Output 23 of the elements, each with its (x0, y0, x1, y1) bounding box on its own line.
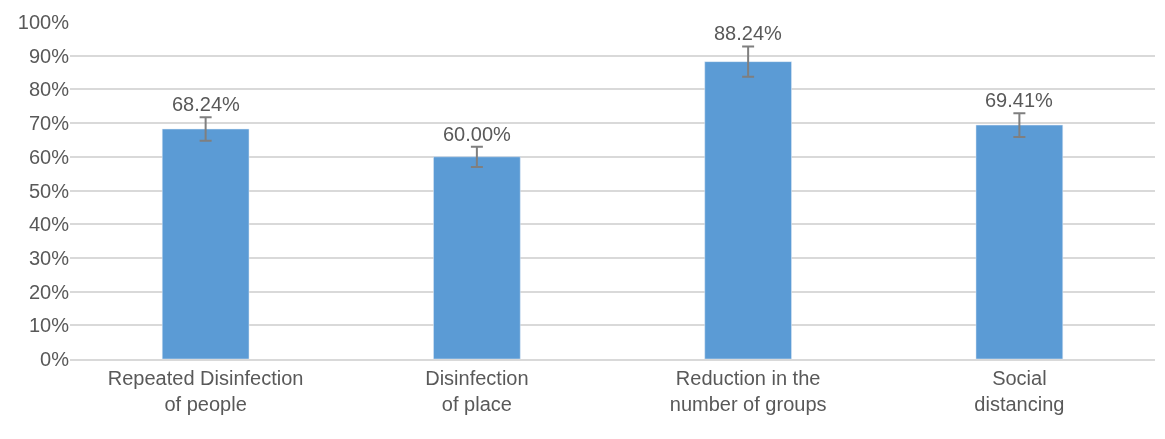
x-tick-label: Repeated Disinfection of people (107, 366, 304, 415)
x-tick-label: Social distancing (974, 366, 1065, 415)
data-label: 68.24% (172, 93, 241, 115)
y-tick-label: 0% (40, 348, 70, 370)
y-tick-label: 100% (17, 11, 70, 33)
x-tick-label: Reduction in the number of groups (669, 366, 827, 415)
bar (433, 156, 521, 359)
y-tick-label: 30% (28, 246, 70, 269)
y-tick-label: 50% (28, 179, 70, 202)
y-tick-label: 80% (28, 78, 70, 101)
y-tick-label: 10% (28, 314, 70, 337)
x-tick-label: Disinfection of place (425, 366, 529, 415)
bar (161, 128, 250, 359)
y-tick-label: 40% (28, 213, 70, 236)
y-tick-label: 20% (28, 280, 70, 303)
y-tick-label: 70% (28, 112, 70, 135)
y-tick-label: 60% (28, 145, 70, 168)
data-label: 88.24% (714, 22, 783, 44)
bar (975, 124, 1064, 359)
bar (704, 61, 792, 359)
y-tick-label: 90% (28, 44, 70, 67)
data-label: 69.41% (985, 89, 1054, 111)
data-label: 60.00% (443, 123, 512, 145)
